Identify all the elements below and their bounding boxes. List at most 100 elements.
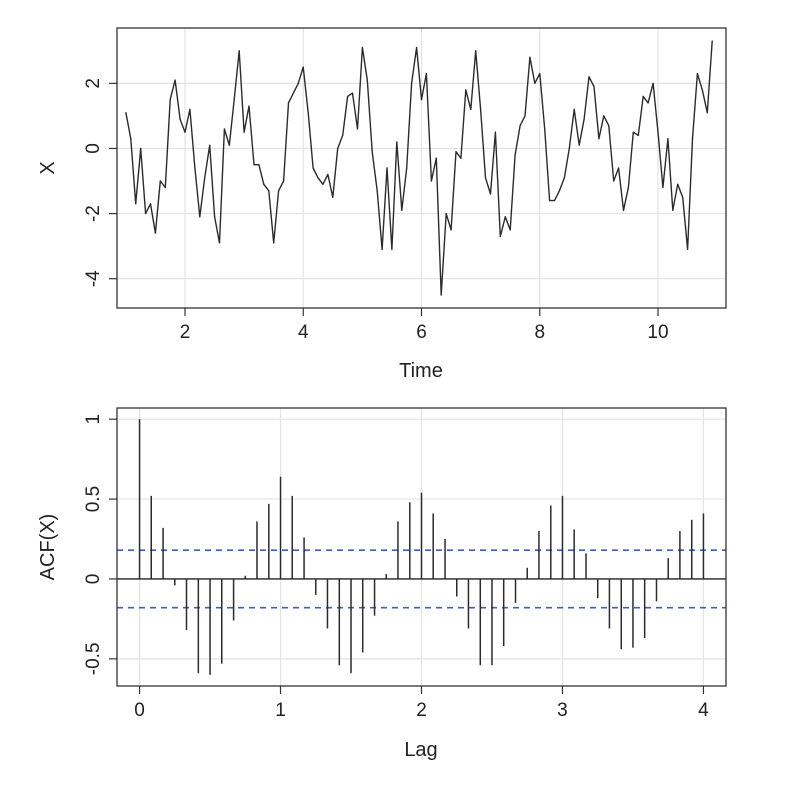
time-series-point — [312, 167, 314, 169]
time-series-point — [179, 118, 181, 120]
time-series-point — [332, 196, 334, 198]
time-series-point — [273, 242, 275, 244]
time-series-point — [455, 151, 457, 153]
time-series-point — [420, 99, 423, 101]
time-series-y-tick-label-3: 2 — [83, 78, 104, 89]
time-series-point — [425, 72, 428, 75]
acf-x-axis-title: Lag — [404, 739, 437, 761]
time-series-point — [238, 50, 240, 52]
time-series-point — [154, 232, 157, 234]
time-series-point — [135, 203, 137, 205]
time-series-point — [248, 105, 250, 107]
time-series-point — [529, 56, 531, 58]
time-series-point — [184, 131, 186, 133]
time-series-point — [696, 72, 699, 75]
time-series-point — [346, 95, 349, 97]
time-series-point — [322, 183, 324, 185]
time-series-point — [657, 131, 659, 133]
time-series-point — [253, 164, 255, 166]
time-series-point — [627, 186, 630, 189]
time-series-y-axis-title: X — [37, 161, 59, 174]
time-series-point — [672, 209, 674, 211]
time-series-grid — [117, 28, 726, 308]
time-series-point — [174, 79, 176, 81]
acf-x-tick-label-3: 3 — [557, 700, 568, 721]
time-series-point — [637, 134, 639, 137]
time-series-x-axis-title: Time — [399, 360, 443, 382]
time-series-point — [593, 86, 595, 88]
time-series-point — [228, 144, 230, 146]
time-series-point — [509, 229, 511, 231]
time-series-point — [534, 82, 536, 84]
time-series-point — [125, 112, 127, 114]
time-series-point — [465, 89, 467, 91]
time-series-point — [539, 72, 541, 75]
time-series-point — [435, 157, 437, 159]
acf-marks — [117, 419, 726, 675]
time-series-point — [489, 193, 492, 195]
time-series-point — [647, 102, 649, 104]
time-series-point — [144, 212, 147, 215]
time-series-point — [632, 131, 634, 133]
time-series-point — [549, 199, 551, 202]
acf-ticks: 0 1 2 3 4 -0.5 0 0.5 1 — [83, 414, 709, 721]
time-series-point — [361, 46, 363, 49]
time-series-point — [499, 235, 501, 237]
time-series-point — [366, 79, 368, 81]
time-series-point — [263, 183, 265, 185]
time-series-point — [351, 92, 354, 94]
time-series-y-tick-label-2: 0 — [83, 143, 104, 154]
time-series-point — [411, 82, 413, 84]
time-series-point — [386, 167, 388, 169]
time-series-point — [519, 125, 521, 127]
time-series-point — [484, 177, 487, 179]
time-series-point — [430, 180, 432, 182]
time-series-point — [701, 89, 703, 91]
time-series-point — [282, 180, 285, 182]
time-series-point — [391, 248, 393, 250]
time-series-point — [268, 190, 270, 192]
time-series-point — [218, 242, 221, 244]
time-series-point — [209, 144, 211, 146]
time-series-point — [608, 125, 610, 127]
acf-panel: 0 1 2 3 4 -0.5 0 0.5 1 Lag ACF(X) — [37, 407, 727, 761]
time-series-point — [297, 82, 299, 84]
time-series-point — [544, 128, 546, 130]
time-series-point — [691, 138, 694, 140]
time-series-point — [494, 131, 497, 133]
time-series-point — [169, 99, 171, 101]
time-series-point — [598, 138, 600, 140]
acf-x-tick-label-2: 2 — [416, 700, 427, 721]
time-series-point — [450, 229, 452, 231]
time-series-x-tick-label-2: 6 — [416, 322, 427, 343]
time-series-point — [682, 196, 684, 198]
time-series-point — [258, 164, 260, 166]
time-series-point — [642, 95, 644, 97]
time-series-point — [588, 76, 590, 78]
time-series-point — [233, 99, 235, 101]
time-series-point — [342, 134, 344, 137]
time-series-x-tick-label-3: 8 — [534, 322, 545, 343]
time-series-point — [337, 147, 339, 150]
time-series-point — [480, 108, 482, 110]
time-series-point — [578, 144, 580, 146]
time-series-point — [317, 177, 319, 179]
time-series-point — [287, 102, 290, 104]
time-series-point — [440, 294, 442, 296]
time-series-point — [376, 190, 378, 192]
time-series-y-tick-label-1: -2 — [83, 205, 104, 222]
time-series-point — [356, 128, 359, 130]
time-series-point — [401, 209, 403, 211]
time-series-point — [563, 177, 566, 179]
time-series-point — [662, 186, 664, 189]
time-series-point — [677, 183, 679, 185]
time-series-x-tick-label-0: 2 — [180, 322, 191, 343]
time-series-point — [199, 216, 201, 218]
acf-x-tick-label-0: 0 — [134, 700, 145, 721]
time-series-point — [140, 147, 142, 150]
time-series-point — [573, 108, 575, 110]
time-series-point — [243, 131, 245, 133]
acf-y-tick-label-0: -0.5 — [83, 642, 104, 675]
time-series-point — [302, 66, 304, 68]
